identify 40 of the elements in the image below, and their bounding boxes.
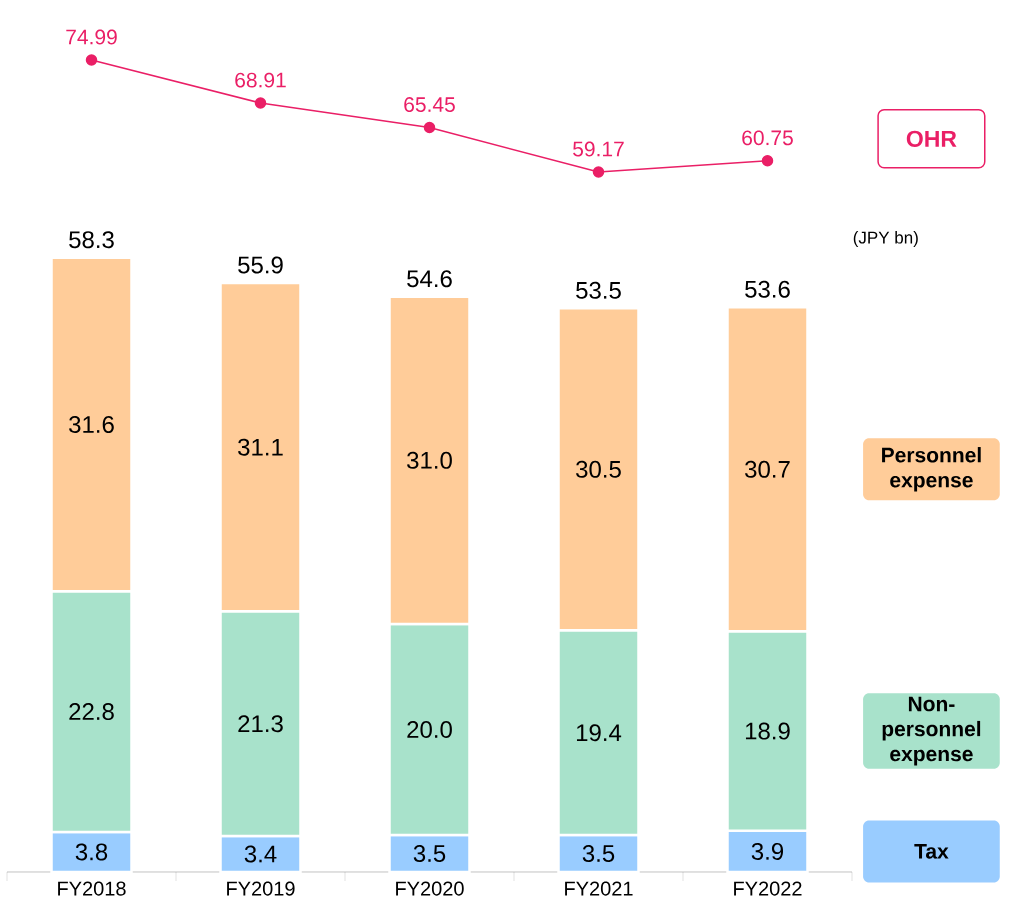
data-label: 3.5 [582, 845, 615, 863]
total-label: 55.9 [238, 256, 283, 274]
data-label: 3.8 [75, 843, 108, 861]
point [423, 121, 436, 134]
data-label: 30.7 [745, 460, 790, 478]
data-label: 74.99 [66, 29, 117, 45]
data-label: 65.45 [404, 97, 455, 112]
data-label: 3.9 [751, 842, 784, 860]
x-tick-label: FY2021 [565, 881, 633, 896]
text: Personnel expense [882, 447, 981, 492]
text: Tax [914, 844, 949, 859]
data-label: 59.17 [573, 141, 624, 157]
text: (JPY bn) [853, 231, 918, 247]
data-label: 30.5 [576, 460, 621, 478]
legend-label: OHR [906, 130, 957, 147]
data-label: 3.4 [244, 845, 277, 863]
x-tick-label: FY2020 [396, 881, 464, 896]
data-label: 31.0 [407, 451, 452, 469]
data-label: 20.0 [407, 721, 452, 738]
data-label: 31.1 [238, 438, 283, 456]
data-label: 3.5 [413, 845, 446, 863]
total-label: 53.6 [745, 280, 790, 298]
data-label: 18.9 [745, 722, 790, 740]
data-label: 68.91 [235, 72, 286, 88]
x-tick-label: FY2022 [734, 881, 802, 896]
point [592, 166, 605, 178]
data-label: 31.6 [69, 415, 114, 433]
total-label: 58.3 [69, 231, 114, 249]
total-label: 54.6 [407, 270, 452, 288]
point [254, 97, 267, 109]
data-label: 22.8 [69, 703, 114, 721]
data-label: 21.3 [238, 715, 283, 733]
point [761, 155, 774, 167]
data-label: 60.75 [742, 130, 793, 146]
total-label: 53.5 [576, 281, 621, 299]
text: Non-personnel expense [882, 696, 981, 766]
x-tick-label: FY2019 [227, 881, 295, 896]
data-label: 19.4 [576, 724, 622, 742]
point [85, 54, 98, 66]
x-tick-label: FY2018 [58, 881, 126, 896]
